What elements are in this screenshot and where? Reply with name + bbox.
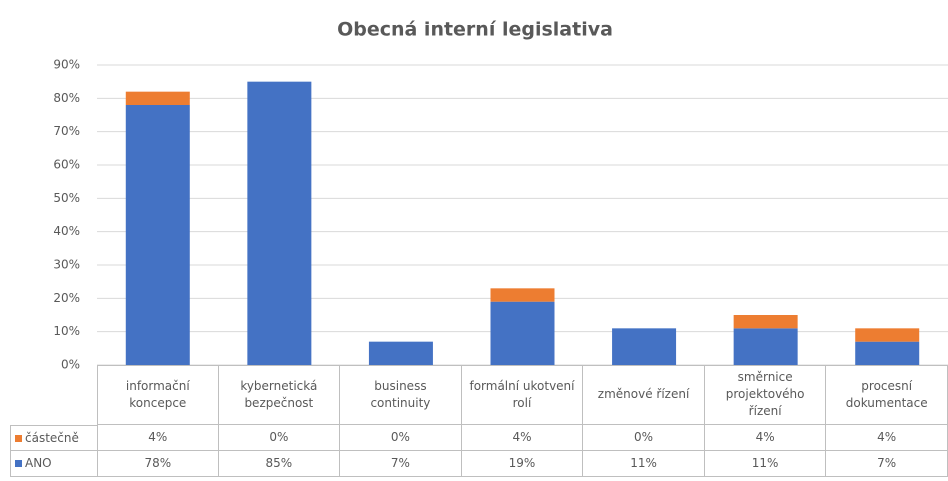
data-table-value: 85% [218,451,341,477]
y-tick-label: 60% [53,158,80,172]
y-tick-label: 40% [53,224,80,238]
legend-entry: ANO [10,451,97,477]
bar-segment [247,81,312,366]
bar-segment [733,328,798,365]
data-table-value: 78% [97,451,219,477]
category-label: business continuity [340,365,462,425]
chart-title: Obecná interní legislativa [337,19,613,41]
bar-segment [490,301,555,365]
y-tick-label: 80% [53,91,80,105]
data-table-value: 7% [340,451,462,477]
y-tick-label: 10% [53,324,80,338]
category-label: informační koncepce [97,365,219,425]
data-table-value: 4% [826,425,948,451]
data-table-value: 19% [461,451,584,477]
data-table-value: 4% [97,425,219,451]
data-table-value: 7% [826,451,948,477]
data-table-value: 4% [704,425,827,451]
y-tick-label: 90% [53,58,80,72]
data-table-value: 0% [340,425,462,451]
y-tick-label: 50% [53,191,80,205]
y-tick-label: 30% [53,258,80,272]
data-table-value: 0% [583,425,705,451]
bar-segment [125,105,190,365]
y-tick-label: 0% [61,358,80,372]
category-label: změnové řízení [583,365,705,425]
legend-entry: částečně [10,425,97,451]
y-tick-label: 70% [53,124,80,138]
bar-segment [612,328,677,365]
bar-segment [733,315,798,329]
bar-segment [125,91,190,105]
category-label: směrnice projektového řízení [704,365,827,425]
legend-swatch [15,460,22,467]
category-label: formální ukotvení rolí [461,365,584,425]
y-tick-label: 20% [53,291,80,305]
bar-segment [490,288,555,302]
category-label: procesní dokumentace [826,365,948,425]
data-table-value: 4% [461,425,584,451]
table-border [97,365,948,366]
bar-segment [855,328,920,342]
data-table-value: 11% [583,451,705,477]
bar-segment [368,341,433,365]
data-table-value: 0% [218,425,341,451]
legend-swatch [15,434,22,442]
legend-label: ANO [25,456,52,470]
data-table-value: 11% [704,451,827,477]
category-label: kybernetická bezpečnost [218,365,341,425]
bar-segment [855,341,920,365]
legend-label: částečně [25,430,79,445]
